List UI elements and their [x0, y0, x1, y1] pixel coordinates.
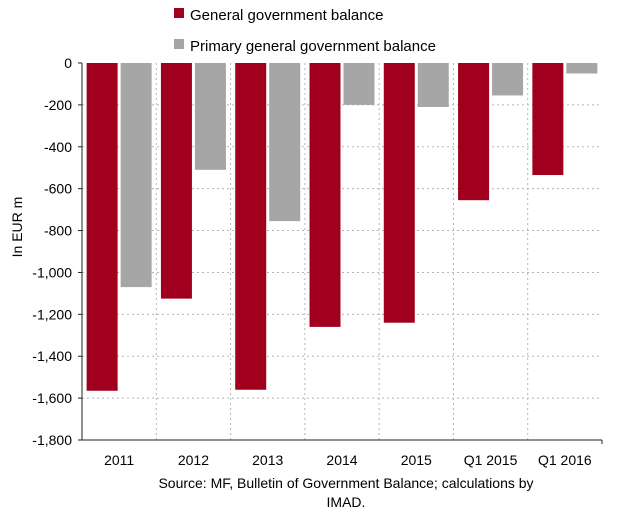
y-tick-label: -200 — [44, 97, 72, 113]
bar-general-balance — [458, 63, 490, 201]
x-category-label: 2015 — [401, 452, 432, 468]
bar-primary-balance — [194, 63, 226, 170]
bar-general-balance — [235, 63, 267, 390]
y-tick-label: -600 — [44, 181, 72, 197]
y-tick-label: -1,400 — [32, 348, 72, 364]
x-category-label: Q1 2015 — [464, 452, 518, 468]
legend-swatch-primary — [174, 39, 184, 49]
bar-general-balance — [383, 63, 415, 323]
legend-label-primary: Primary general government balance — [190, 38, 436, 55]
y-tick-label: 0 — [64, 55, 72, 71]
bar-general-balance — [86, 63, 118, 391]
x-category-label: 2013 — [252, 452, 283, 468]
y-tick-label: -1,600 — [32, 390, 72, 406]
bar-general-balance — [309, 63, 341, 327]
legend-swatch-general — [174, 8, 184, 18]
x-category-label: 2012 — [178, 452, 209, 468]
source-note-line-1: Source: MF, Bulletin of Government Balan… — [158, 475, 533, 491]
source-note-line-2: IMAD. — [327, 494, 366, 510]
legend: General government balance Primary gener… — [174, 7, 436, 55]
bar-primary-balance — [492, 63, 524, 96]
y-tick-label: -400 — [44, 139, 72, 155]
y-axis-title: In EUR m — [9, 197, 25, 258]
x-category-label: 2011 — [104, 452, 134, 468]
y-tick-label: -1,800 — [32, 432, 72, 448]
x-category-label: Q1 2016 — [538, 452, 592, 468]
bar-general-balance — [160, 63, 192, 299]
y-tick-label: -1,200 — [32, 306, 72, 322]
y-tick-label: -1,000 — [32, 264, 72, 280]
bar-primary-balance — [269, 63, 301, 222]
bar-general-balance — [532, 63, 564, 176]
bar-primary-balance — [343, 63, 375, 105]
legend-label-general: General government balance — [190, 7, 383, 24]
y-tick-label: -800 — [44, 223, 72, 239]
bar-primary-balance — [417, 63, 449, 107]
x-category-label: 2014 — [326, 452, 357, 468]
bar-primary-balance — [566, 63, 598, 74]
bar-primary-balance — [120, 63, 152, 288]
